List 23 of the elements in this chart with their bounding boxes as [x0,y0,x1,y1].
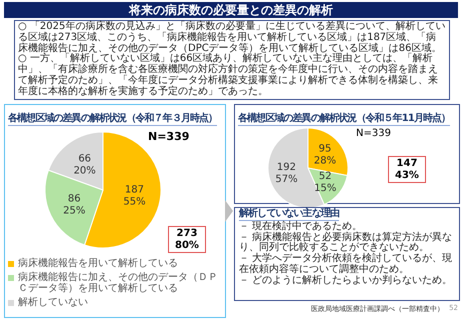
text: － 現在検討中であるため。 [239,220,362,232]
data-label: 187 55% [123,184,146,208]
data-label: 192 57% [275,162,298,186]
legend-label: 病床機能報告に加え、その他のデータ（ＤＰＣデータ等）を用いて解析している [18,272,218,294]
text: ○ 一方、「解析していない区域」は66区域あり、解析していない主な理由としては、「解析中」、「有床診療所を含む各医療機関の対応方針の策定を今年度中に行い、その内容を踏まえて解析予定のため」、「今年度にデータ分析構築支援事業により解析できる体制を構築し、来年度に本格的な解析を実施する予定のため」であった。 [18,53,439,98]
text: － 大学へデータ分析依頼を検討しているが、現在依頼内容等について調整中のため。 [239,253,454,275]
legend-label: 病床機能報告を用いて解析している [18,258,178,269]
text: 273 80% [175,228,199,251]
text: － 病床機能報告と必要病床数は算定方法が異なり、同列で比較することができないため。 [239,232,454,254]
data-label: 66 20% [74,153,96,176]
text: 将来の病床数の必要量との差異の解析 [4,2,458,18]
data-label: 95 28% [314,143,336,166]
data-label: 86 25% [63,193,86,216]
text: N=339 [356,128,391,139]
text: N=339 [148,130,190,143]
text: 147 43% [395,158,419,181]
text: 解析していない主な理由 [239,208,340,221]
text: 各構想区域の差異の解析状況（令和７年３月時点） [8,111,218,126]
legend-label: 解析していない [18,297,88,308]
chart-title: 各構想区域の差異の解析状況（令和５年11月時点） [238,111,450,126]
data-label: 52 15% [314,171,336,194]
text: － どのように解析したらよいか判らないため。 [239,274,454,287]
text: ○ 「2025年の病床数の見込み」と「病床数の必要量」に生じている差異について、解析している区域は273区域、このうち、「病床機能報告を用いて解析している区域」は187区域、「病床機能報告に加え、その他のデータ（DPCデータ等）を用いて解析している区域」は86区域。 [18,21,446,54]
